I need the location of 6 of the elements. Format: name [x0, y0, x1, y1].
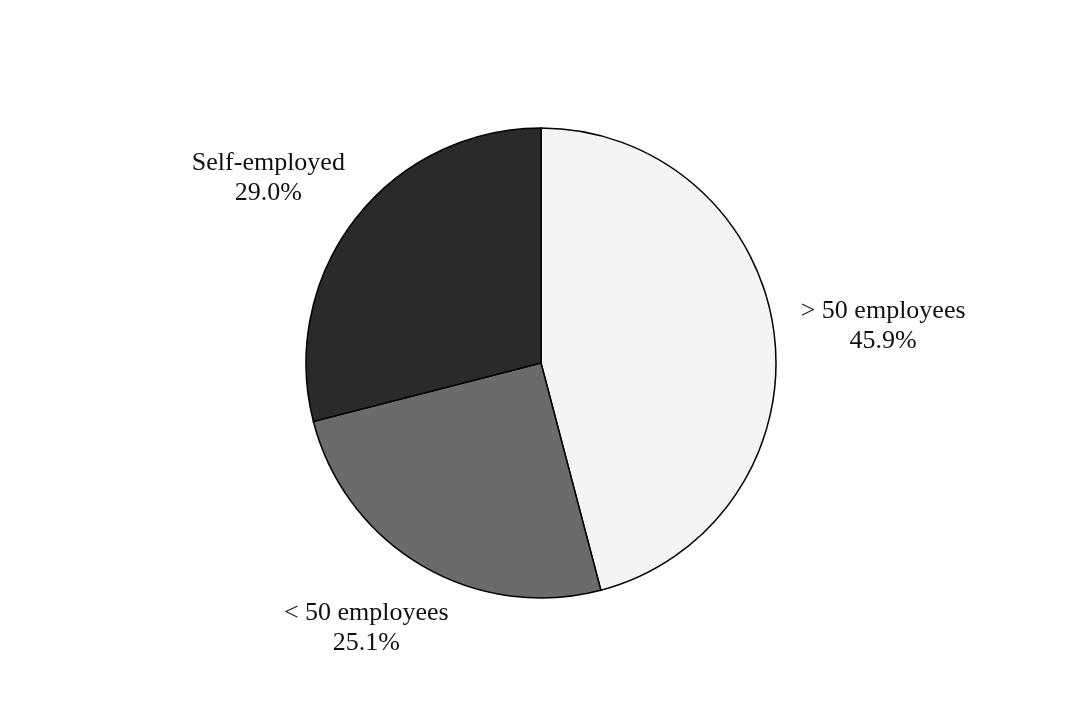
slice-label: Self-employed [191, 147, 345, 177]
data-label: 45.9% [849, 324, 917, 354]
slice-label: < 50 employees [283, 597, 449, 627]
slice-label: > 50 employees [800, 294, 966, 324]
data-label: 25.1% [332, 627, 400, 657]
data-label: 29.0% [234, 177, 302, 207]
